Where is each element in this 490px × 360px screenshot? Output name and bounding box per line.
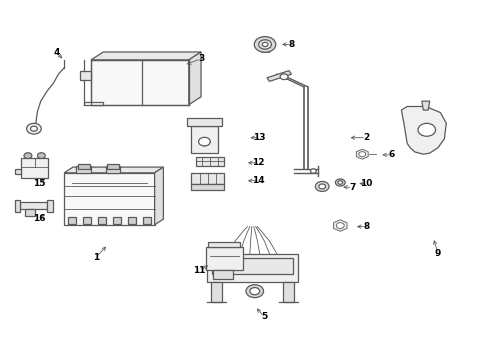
Bar [143,217,151,224]
Circle shape [335,179,345,186]
Bar [212,258,293,274]
Text: 5: 5 [262,312,268,321]
Circle shape [259,40,271,49]
Polygon shape [401,107,446,154]
Circle shape [30,126,37,131]
Circle shape [338,181,343,184]
Polygon shape [213,270,233,279]
Polygon shape [80,71,91,80]
Text: 16: 16 [32,214,45,223]
Circle shape [311,169,317,173]
Text: 10: 10 [360,179,372,188]
Polygon shape [21,158,48,178]
Circle shape [254,37,276,52]
Polygon shape [422,101,430,110]
Text: 2: 2 [363,133,369,142]
Text: 8: 8 [363,222,369,231]
Circle shape [198,137,210,146]
Circle shape [336,223,344,228]
Polygon shape [64,173,155,225]
Polygon shape [15,169,21,174]
Bar [76,166,91,173]
Text: 13: 13 [253,133,266,142]
Polygon shape [189,52,201,105]
Circle shape [26,123,41,134]
Circle shape [280,74,288,80]
Polygon shape [191,173,224,184]
Polygon shape [211,282,222,302]
Text: 3: 3 [198,54,204,63]
Polygon shape [356,149,368,159]
Polygon shape [191,184,224,190]
Polygon shape [155,167,163,225]
Text: 11: 11 [193,266,205,275]
Polygon shape [283,282,294,302]
Polygon shape [187,118,222,126]
Polygon shape [15,200,20,212]
Bar [106,166,121,173]
Text: 7: 7 [349,183,356,192]
Bar [98,217,106,224]
Polygon shape [334,220,347,231]
Polygon shape [208,242,240,247]
Text: 8: 8 [288,40,294,49]
Polygon shape [207,253,297,282]
Text: 12: 12 [252,158,265,167]
Polygon shape [267,71,292,81]
Polygon shape [91,52,201,60]
Bar [107,164,119,168]
Text: 14: 14 [252,176,265,185]
Circle shape [316,181,329,192]
Bar [113,217,121,224]
Polygon shape [84,103,103,105]
Polygon shape [20,202,47,210]
Polygon shape [206,247,243,270]
Bar [78,164,90,168]
Polygon shape [196,157,224,166]
Circle shape [250,288,260,295]
Text: 6: 6 [389,150,395,159]
Bar [83,217,91,224]
Text: 1: 1 [93,253,99,262]
Polygon shape [47,200,53,212]
Circle shape [359,152,366,157]
Bar [128,217,136,224]
Circle shape [262,42,268,46]
Circle shape [37,153,45,158]
Bar [68,217,75,224]
Circle shape [418,123,436,136]
Polygon shape [191,126,218,153]
Circle shape [246,285,264,298]
Polygon shape [25,210,35,216]
Polygon shape [91,60,189,105]
Circle shape [319,184,326,189]
Polygon shape [64,167,163,173]
Circle shape [24,153,32,158]
Text: 9: 9 [435,249,441,258]
Text: 4: 4 [54,48,60,57]
Text: 15: 15 [32,179,45,188]
